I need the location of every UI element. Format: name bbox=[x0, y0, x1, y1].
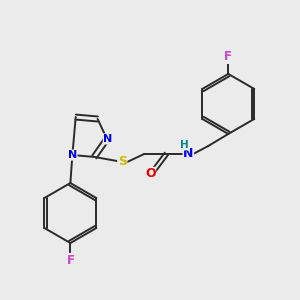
Text: H: H bbox=[180, 140, 189, 150]
Text: F: F bbox=[66, 254, 74, 266]
Text: N: N bbox=[68, 150, 77, 160]
Text: F: F bbox=[224, 50, 232, 63]
Text: O: O bbox=[145, 167, 156, 180]
Text: S: S bbox=[118, 155, 127, 168]
Text: N: N bbox=[103, 134, 112, 144]
Text: N: N bbox=[183, 147, 194, 161]
